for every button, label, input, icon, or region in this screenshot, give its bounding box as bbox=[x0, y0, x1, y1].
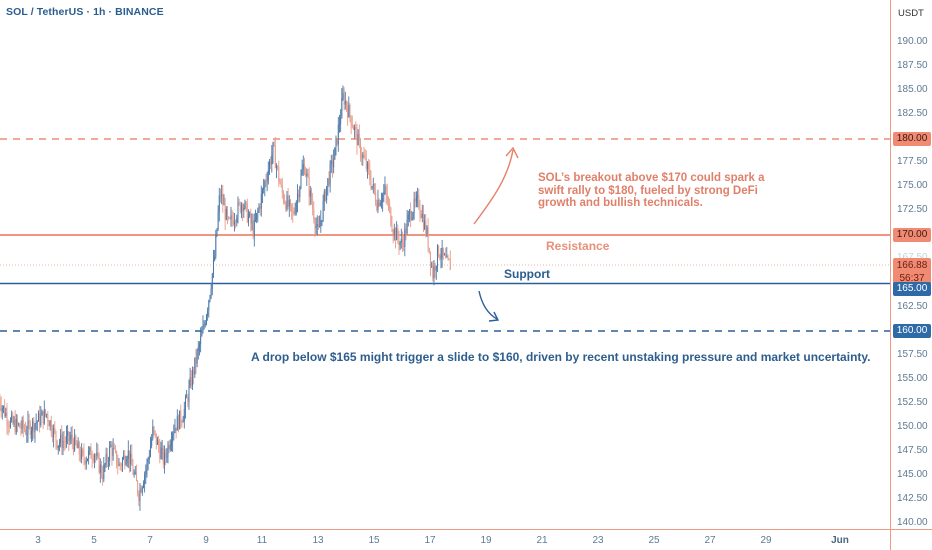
bar-countdown: 56:37 bbox=[899, 273, 925, 284]
time-tick: 13 bbox=[312, 535, 324, 546]
price-tick: 157.50 bbox=[897, 348, 928, 360]
price-tick: 187.50 bbox=[897, 60, 928, 72]
price-tick: 152.50 bbox=[897, 396, 928, 408]
current-price-tag: 166.88 56:37 bbox=[893, 258, 931, 286]
time-tick: 3 bbox=[35, 535, 41, 546]
time-tick: 17 bbox=[424, 535, 436, 546]
time-tick: 19 bbox=[480, 535, 492, 546]
price-tick: 147.50 bbox=[897, 444, 928, 456]
time-tick: 27 bbox=[704, 535, 716, 546]
target-low-price-tag: 160.00 bbox=[893, 324, 931, 338]
bullish-annotation[interactable]: SOL’s breakout above $170 could spark a … bbox=[538, 172, 765, 209]
time-tick: 9 bbox=[203, 535, 209, 546]
bearish-annotation[interactable]: A drop below $165 might trigger a slide … bbox=[251, 350, 871, 364]
time-tick: 5 bbox=[91, 535, 97, 546]
price-tick: 142.50 bbox=[897, 492, 928, 504]
price-tick: 190.00 bbox=[897, 36, 928, 47]
price-axis-unit: USDT bbox=[898, 8, 924, 19]
time-tick: 21 bbox=[536, 535, 548, 546]
price-tick: 155.00 bbox=[897, 372, 928, 384]
price-tick: 172.50 bbox=[897, 204, 928, 216]
price-tick: 150.00 bbox=[897, 420, 928, 432]
price-tick: 167.50 bbox=[897, 252, 928, 263]
price-tick: 140.00 bbox=[897, 517, 928, 528]
price-tick: 162.50 bbox=[897, 300, 928, 312]
time-tick: 15 bbox=[368, 535, 380, 546]
target-high-price-tag: 180.00 bbox=[893, 132, 931, 146]
price-tick: 185.00 bbox=[897, 84, 928, 96]
price-tick: 177.50 bbox=[897, 156, 928, 168]
time-tick: 11 bbox=[256, 535, 268, 546]
current-price-value: 166.88 bbox=[896, 260, 928, 271]
time-tick: 29 bbox=[760, 535, 772, 546]
candles-group bbox=[0, 85, 451, 511]
chart-title: SOL / TetherUS · 1h · BINANCE bbox=[6, 6, 164, 18]
support-price-tag: 165.00 bbox=[893, 282, 931, 296]
resistance-label[interactable]: Resistance bbox=[546, 239, 610, 253]
price-tick: 175.00 bbox=[897, 180, 928, 192]
time-tick: 23 bbox=[592, 535, 604, 546]
resistance-price-tag: 170.00 bbox=[893, 228, 931, 242]
time-tick: 7 bbox=[147, 535, 153, 546]
support-label[interactable]: Support bbox=[504, 267, 550, 281]
price-tick: 145.00 bbox=[897, 468, 928, 480]
bullish-arrow-icon bbox=[473, 146, 519, 225]
time-tick: 25 bbox=[648, 535, 660, 546]
bearish-arrow-icon bbox=[478, 290, 500, 322]
price-tick: 182.50 bbox=[897, 108, 928, 120]
time-tick: Jun bbox=[831, 535, 849, 546]
